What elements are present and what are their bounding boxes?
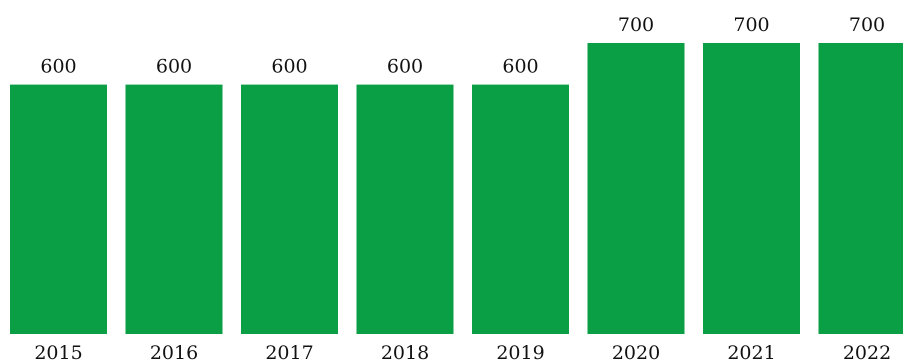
x-tick-label-2015: 2015 [34, 342, 82, 363]
x-tick-label-2018: 2018 [381, 342, 429, 363]
data-label-2018: 600 [387, 56, 423, 78]
data-label-2021: 700 [733, 14, 769, 36]
value-labels-group: 600 600 600 600 600 700 700 700 [40, 14, 885, 78]
data-label-2020: 700 [618, 14, 654, 36]
data-label-2016: 600 [156, 56, 192, 78]
bar-2017 [241, 84, 338, 334]
data-label-2015: 600 [40, 56, 76, 78]
bar-2016 [125, 84, 223, 334]
x-tick-label-2022: 2022 [843, 342, 891, 363]
bar-2018 [356, 84, 454, 334]
bar-2019 [472, 84, 569, 334]
x-tick-label-2016: 2016 [150, 342, 198, 363]
data-label-2022: 700 [849, 14, 885, 36]
x-tick-label-2017: 2017 [265, 342, 313, 363]
category-labels-group: 2015 2016 2017 2018 2019 2020 2021 2022 [34, 342, 891, 363]
x-tick-label-2021: 2021 [727, 342, 775, 363]
data-label-2019: 600 [502, 56, 538, 78]
bar-2021 [703, 43, 800, 334]
bar-2015 [10, 84, 107, 334]
bars-group [10, 43, 903, 334]
x-tick-label-2019: 2019 [496, 342, 544, 363]
x-tick-label-2020: 2020 [612, 342, 660, 363]
data-label-2017: 600 [271, 56, 307, 78]
bar-2022 [818, 43, 903, 334]
bar-2020 [587, 43, 685, 334]
